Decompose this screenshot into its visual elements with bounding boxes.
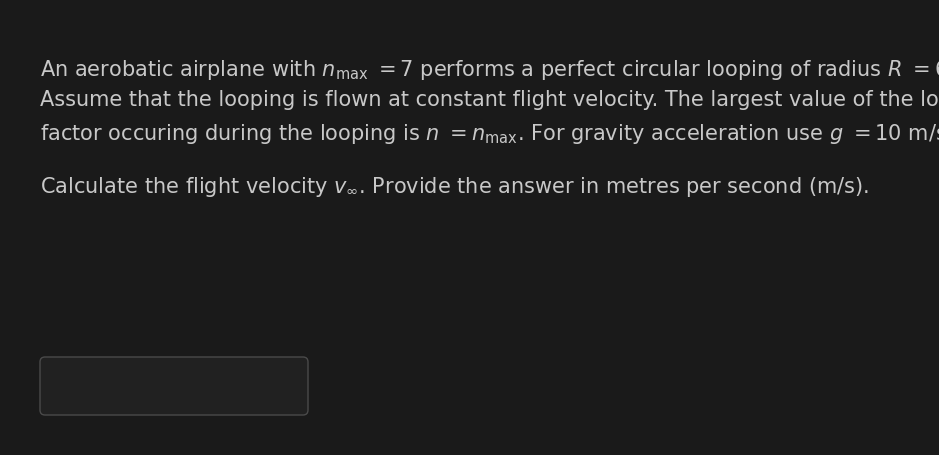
Text: factor occuring during the looping is $n$ $= n_{\mathrm{max}}$. For gravity acce: factor occuring during the looping is $n… [40,122,939,146]
Text: Assume that the looping is flown at constant flight velocity. The largest value : Assume that the looping is flown at cons… [40,90,939,110]
Text: An aerobatic airplane with $n_{\mathrm{max}}$ $= 7$ performs a perfect circular : An aerobatic airplane with $n_{\mathrm{m… [40,58,939,82]
Text: Calculate the flight velocity $v_{\infty}$. Provide the answer in metres per sec: Calculate the flight velocity $v_{\infty… [40,175,869,198]
FancyBboxPatch shape [40,357,308,415]
